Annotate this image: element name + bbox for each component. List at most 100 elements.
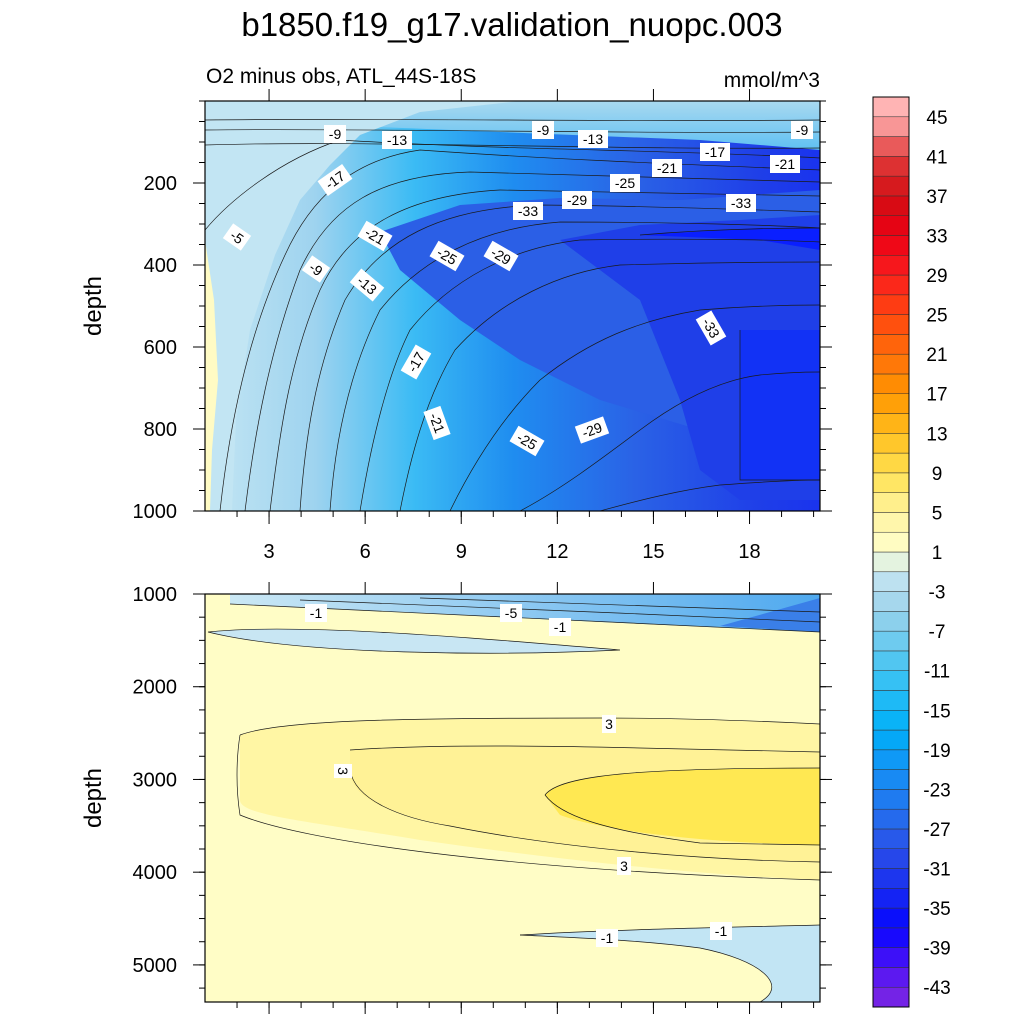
contour-label-text: -21	[657, 160, 677, 176]
contour-label-box	[301, 255, 331, 283]
contour-label: -21	[423, 405, 451, 441]
colorbar-bin	[872, 215, 910, 236]
contour-label-text: -13	[583, 131, 603, 147]
contour-label-text: -33	[518, 203, 538, 219]
lower-panel-fill	[205, 594, 820, 1002]
colorbar-bin	[872, 591, 910, 612]
x-tick-labels: 3 6 9 12 15 18	[264, 541, 761, 563]
colorbar-bin	[872, 967, 910, 988]
contour-label-text: -17	[705, 144, 725, 160]
colorbar-bin	[872, 255, 910, 276]
contour-label: -17	[700, 143, 730, 161]
colorbar-bin	[872, 433, 910, 454]
y-tick-label: 1000	[133, 584, 178, 606]
upper-panel-fill	[205, 101, 820, 511]
colorbar-label: 13	[926, 424, 947, 445]
colorbar-label: 37	[926, 187, 947, 208]
coastal-light-fill	[205, 101, 520, 511]
y-tick-label: 600	[144, 337, 177, 359]
contour-label-box	[324, 125, 346, 143]
contour-label-box	[222, 223, 252, 251]
contour-label: -9	[532, 121, 554, 139]
figure-title: b1850.f19_g17.validation_nuopc.003	[241, 6, 782, 43]
colorbar-bin	[872, 294, 910, 315]
contour-label-box	[305, 604, 327, 622]
contour-label-text: -9	[796, 122, 809, 138]
negative-tongue-fill	[208, 629, 620, 654]
x-tick-label: 3	[264, 541, 275, 563]
upper-y-axis-title: depth	[80, 276, 107, 336]
colorbar-bin	[872, 274, 910, 296]
contour-label: -13	[382, 131, 412, 149]
contour-label-box	[382, 131, 412, 149]
contour-label-text: 3	[335, 767, 351, 775]
colorbar-bin	[872, 512, 910, 533]
units-label: mmol/m^3	[724, 69, 820, 92]
colorbar-bin	[872, 551, 910, 573]
colorbar	[872, 96, 910, 1008]
colorbar-label: -27	[923, 820, 950, 841]
contour-label-box	[574, 416, 610, 444]
contour-label: -13	[578, 130, 608, 148]
contour-label-box	[770, 155, 800, 173]
contour-label-text: -21	[775, 156, 795, 172]
colorbar-label: 29	[926, 266, 947, 287]
contour-label-text: 3	[605, 716, 613, 732]
y-tick-label: 3000	[133, 769, 178, 791]
contour-label: -29	[574, 416, 610, 444]
colorbar-label: -15	[923, 701, 950, 722]
contour-label-text: -1	[715, 923, 728, 939]
upper-axis-ticks	[193, 89, 832, 524]
colorbar-label: 21	[926, 345, 947, 366]
y-tick-label: 2000	[133, 677, 178, 699]
contour-label-box	[695, 310, 727, 346]
colorbar-label: -31	[923, 860, 950, 881]
contour-label-text: -21	[426, 411, 448, 436]
contour-label: -21	[770, 155, 800, 173]
contour-label-text: -29	[567, 192, 587, 208]
colorbar-bin	[872, 927, 910, 948]
contour-label-box	[513, 202, 543, 220]
lower-contour-labels: -1 -5 -1 3 3 3 -1 -1	[305, 604, 732, 947]
contour-label: 3	[602, 715, 616, 733]
positive-sliver-fill	[205, 240, 218, 511]
colorbar-bin	[872, 848, 910, 869]
contour-label-box	[791, 121, 813, 139]
contour-label-text: -29	[580, 419, 605, 441]
contour-label-box	[617, 857, 631, 875]
y-tick-label: 800	[144, 419, 177, 441]
colorbar-label: 41	[926, 147, 947, 168]
contour-label-text: -25	[615, 175, 635, 191]
contour-label-box	[429, 240, 465, 272]
colorbar-bin	[872, 630, 910, 652]
contour-label: -1	[549, 618, 571, 636]
lower-axis-ticks	[193, 582, 832, 1014]
contour-label: -29	[562, 191, 592, 209]
colorbar-bin	[872, 690, 910, 711]
colorbar-bin	[872, 907, 910, 929]
colorbar-frame	[872, 96, 910, 1008]
deep-core-fill	[740, 330, 820, 480]
colorbar-bin	[872, 175, 910, 197]
colorbar-bin	[872, 195, 910, 216]
contour-label: -33	[726, 194, 756, 212]
colorbar-bin	[872, 334, 910, 355]
y-tick-label: 1000	[133, 501, 178, 523]
contour-label: -1	[596, 929, 618, 947]
contour-label-box	[710, 922, 732, 940]
contour-label: -9	[324, 125, 346, 143]
contour-label-box	[652, 159, 682, 177]
darkest-core-fill	[640, 228, 820, 250]
max-positive-fill	[545, 768, 820, 845]
contour-label-box	[500, 604, 522, 622]
contour-label: -9	[791, 121, 813, 139]
contour-label-text: -33	[731, 195, 751, 211]
colorbar-bin	[872, 868, 910, 889]
colorbar-bin	[872, 650, 910, 671]
colorbar-bin	[872, 136, 910, 157]
colorbar-bin	[872, 947, 910, 968]
colorbar-bin	[872, 769, 910, 790]
colorbar-bin	[872, 828, 910, 849]
colorbar-bin	[872, 789, 910, 810]
contour-label-box	[562, 191, 592, 209]
